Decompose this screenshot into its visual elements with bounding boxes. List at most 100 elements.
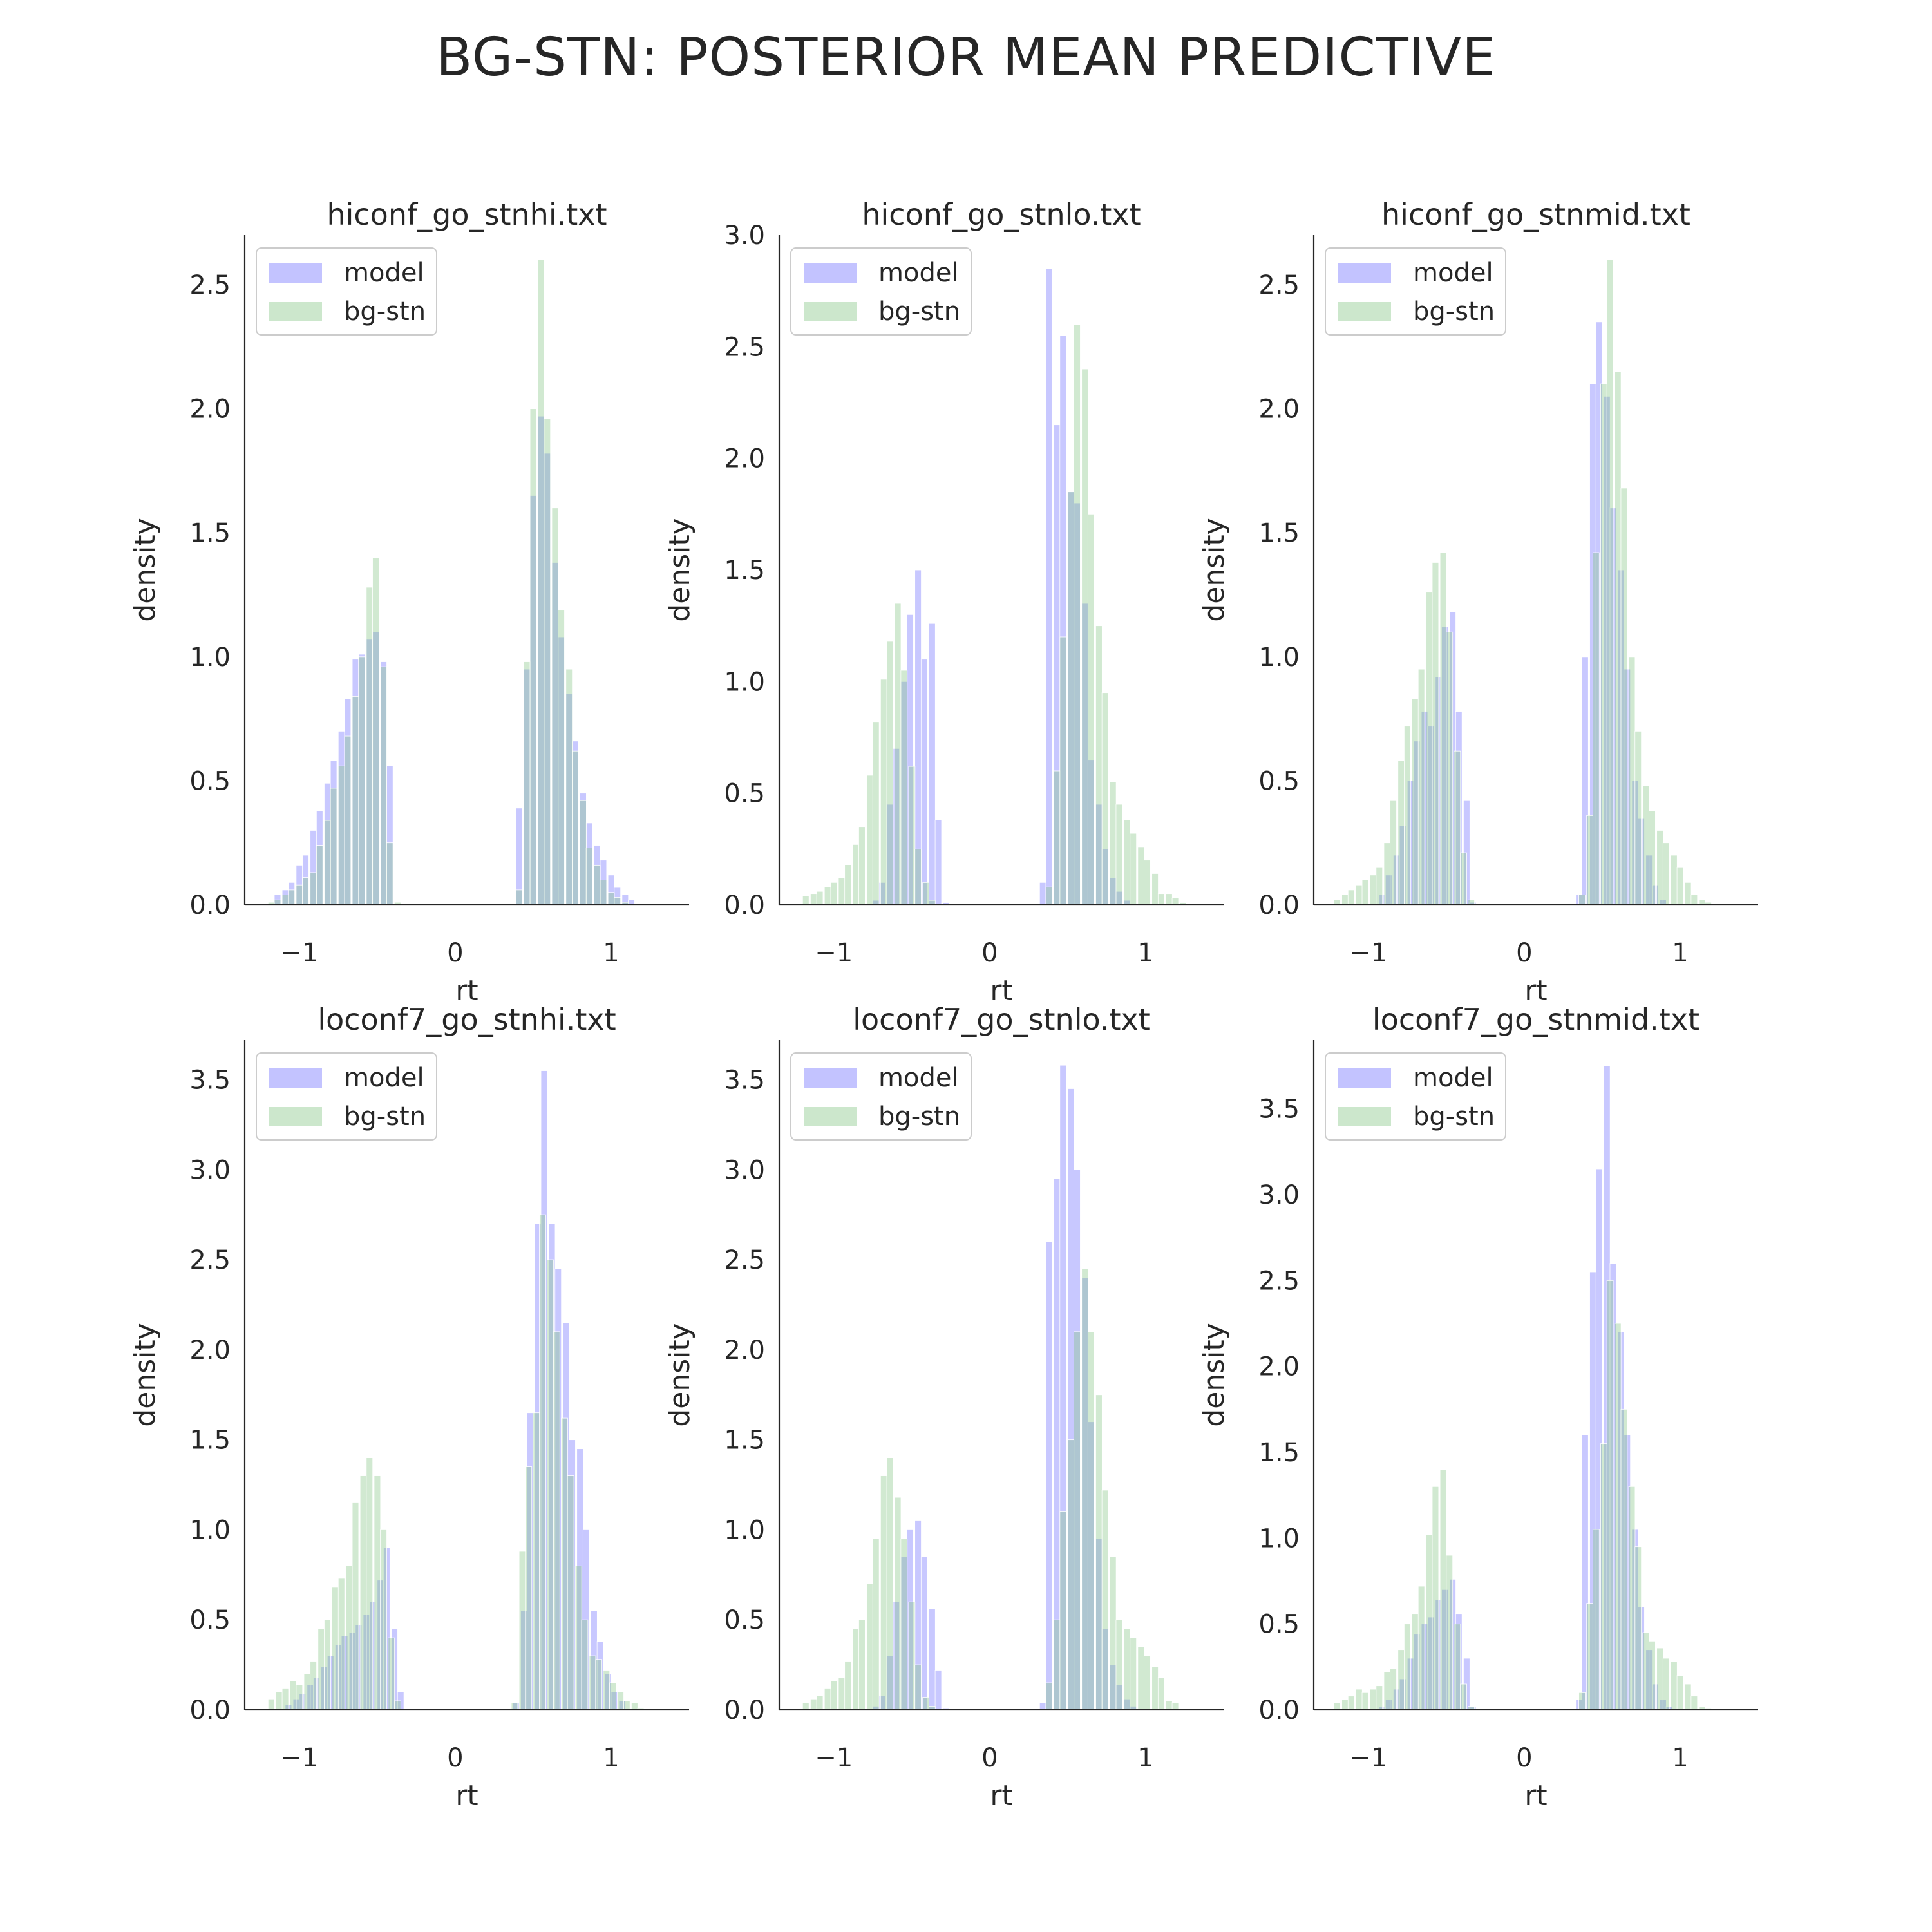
histogram-bar xyxy=(1151,1666,1159,1710)
y-tick-label: 1.0 xyxy=(1258,643,1300,672)
legend: model bg-stn xyxy=(256,247,437,336)
histogram-bar xyxy=(934,819,942,905)
subplot-6: 0.0 0.5 1.0 1.5 2.0 2.5 3.0 3.5 −1 0 1 rt density loc… xyxy=(1198,1002,1758,1812)
histogram-bar xyxy=(1586,815,1593,905)
histogram-bar xyxy=(1137,1646,1145,1710)
histogram-bar xyxy=(866,775,873,905)
y-tick-label: 2.0 xyxy=(189,395,231,424)
histogram-bar xyxy=(929,1609,936,1710)
histogram-bar xyxy=(858,826,866,905)
histogram-bar xyxy=(310,1661,317,1710)
y-axis-label: density xyxy=(129,518,162,621)
histogram-bar xyxy=(1439,1469,1447,1710)
histogram-bar xyxy=(617,1691,624,1710)
histogram-bar xyxy=(296,884,303,905)
legend: model bg-stn xyxy=(1325,247,1506,336)
histogram-bar xyxy=(1130,1637,1137,1710)
histogram-bar xyxy=(1684,882,1692,905)
histogram-bar xyxy=(394,1700,401,1710)
histogram-bar xyxy=(1045,1241,1053,1710)
histogram-bar xyxy=(374,1475,381,1710)
histogram-bar xyxy=(585,848,593,905)
histogram-bar xyxy=(595,1659,603,1710)
histogram-bar xyxy=(1446,631,1454,905)
legend-label-model: model xyxy=(878,258,959,288)
histogram-bar xyxy=(1425,592,1433,905)
histogram-bar xyxy=(276,1691,283,1710)
legend-swatch-model xyxy=(269,263,322,283)
histogram-bar xyxy=(1053,1619,1061,1710)
histogram-bar xyxy=(914,848,922,905)
y-tick-label: 3.5 xyxy=(724,1066,765,1095)
histogram-bar xyxy=(1151,873,1159,905)
x-tick-label: 0 xyxy=(447,938,463,968)
histogram-bar xyxy=(1592,1529,1600,1710)
histogram-bar xyxy=(1130,833,1137,905)
histogram-bar xyxy=(614,897,621,905)
histogram-bar xyxy=(810,1698,817,1710)
series-bg-stn xyxy=(802,324,1187,905)
histogram-bar xyxy=(929,623,936,905)
histogram-bar xyxy=(824,1688,831,1710)
y-tick-label: 2.5 xyxy=(724,1245,765,1275)
histogram-bar xyxy=(267,1698,275,1710)
y-tick-label: 1.5 xyxy=(1258,518,1300,548)
y-tick-label: 1.0 xyxy=(189,1515,231,1545)
histogram-bar xyxy=(830,882,838,905)
histogram-bar xyxy=(1662,842,1670,905)
histogram-bar xyxy=(1634,730,1642,905)
histogram-bar xyxy=(281,895,289,905)
histogram-bar xyxy=(844,864,851,905)
histogram-bar xyxy=(1109,1556,1117,1710)
y-tick-label: 1.0 xyxy=(724,1515,765,1545)
legend: model bg-stn xyxy=(790,1052,972,1141)
histogram-bar xyxy=(900,670,908,905)
histogram-bar xyxy=(529,408,537,905)
histogram-bar xyxy=(1446,1555,1454,1710)
series-bg-stn xyxy=(802,1268,1179,1710)
histogram-bar xyxy=(802,895,810,905)
y-tick-label: 1.0 xyxy=(724,667,765,697)
legend-swatch-bg-stn xyxy=(1338,302,1391,321)
histogram-bar xyxy=(1045,886,1053,905)
histogram-bar xyxy=(551,507,559,905)
legend-label-bg-stn: bg-stn xyxy=(1413,1102,1495,1132)
histogram-bar xyxy=(1087,1331,1095,1710)
legend-label-model: model xyxy=(1413,1063,1493,1093)
histogram-bar xyxy=(1656,1647,1663,1710)
histogram-bar xyxy=(1671,1661,1678,1710)
y-tick-label: 3.0 xyxy=(1258,1180,1300,1210)
histogram-bar xyxy=(1171,898,1179,905)
x-axis-label: rt xyxy=(455,974,478,1007)
legend-label-bg-stn: bg-stn xyxy=(878,297,960,327)
histogram-bar xyxy=(1454,750,1461,905)
histogram-bar xyxy=(1383,1671,1391,1710)
histogram-bar xyxy=(1642,785,1650,905)
histogram-bar xyxy=(1067,1439,1075,1710)
histogram-bar xyxy=(565,668,573,905)
histogram-bar xyxy=(337,1578,345,1710)
histogram-bar xyxy=(1081,368,1088,905)
histogram-bar xyxy=(1690,895,1698,905)
histogram-bar xyxy=(1095,1394,1103,1710)
y-tick-label: 2.0 xyxy=(1258,1352,1300,1382)
histogram-bar xyxy=(1369,1689,1377,1710)
histogram-bar xyxy=(920,1556,928,1710)
histogram-bar xyxy=(824,886,831,905)
subplot-title: hiconf_go_stnhi.txt xyxy=(327,197,607,232)
histogram-bar xyxy=(1101,1490,1109,1710)
legend-swatch-bg-stn xyxy=(804,1107,857,1126)
histogram-bar xyxy=(1676,867,1684,905)
histogram-bar xyxy=(1600,1443,1607,1710)
histogram-bar xyxy=(1081,1268,1088,1710)
histogram-bar xyxy=(838,878,846,905)
y-axis-label: density xyxy=(1198,518,1231,621)
histogram-bar xyxy=(1620,488,1628,905)
histogram-bar xyxy=(1628,1486,1636,1710)
histogram-bar xyxy=(310,872,317,905)
legend-frame xyxy=(790,1052,972,1141)
histogram-bar xyxy=(344,735,352,905)
legend-frame xyxy=(1325,247,1506,336)
histogram-bar xyxy=(802,1702,810,1710)
